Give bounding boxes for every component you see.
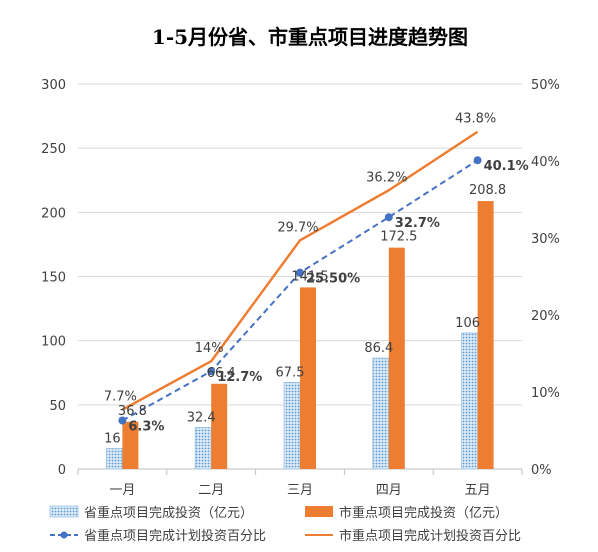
province-bar-label: 16 <box>104 431 121 446</box>
y-left-tick-label: 250 <box>41 142 66 157</box>
city-bar <box>477 201 494 470</box>
province-bar-label: 86.4 <box>364 341 393 356</box>
city-percent-label: 36.2% <box>366 170 407 185</box>
city-bar <box>211 383 228 469</box>
province-bar <box>461 332 479 470</box>
legend: 省重点项目完成投资（亿元） 市重点项目完成投资（亿元） 省重点项目完成计划投资百分比… <box>49 505 521 544</box>
city-percent-label: 14% <box>195 341 224 356</box>
province-bar <box>194 427 212 470</box>
legend-label: 省重点项目完成计划投资百分比 <box>84 528 266 544</box>
city-bar <box>122 421 139 469</box>
city-percent-line <box>121 130 479 411</box>
x-tick-label: 四月 <box>376 483 402 498</box>
y-left-tick-label: 300 <box>41 78 66 93</box>
province-percent-marker <box>296 268 304 277</box>
y-right-tick-label: 10% <box>531 386 560 401</box>
y-left-tick-label: 150 <box>41 271 66 286</box>
legend-label: 省重点项目完成投资（亿元） <box>84 505 253 521</box>
province-percent-label: 12.7% <box>217 370 262 385</box>
city-percent-label: 7.7% <box>104 390 137 405</box>
lines <box>118 130 482 425</box>
x-tick-label: 二月 <box>198 483 224 498</box>
legend-label: 市重点项目完成投资（亿元） <box>339 505 508 521</box>
city-bar-label: 66.4 <box>207 366 236 381</box>
legend-label: 市重点项目完成计划投资百分比 <box>339 528 521 544</box>
y-right-tick-label: 40% <box>531 155 560 170</box>
city-bar-label: 36.8 <box>118 404 147 419</box>
legend-swatch <box>305 506 333 517</box>
city-bar-label: 172.5 <box>380 230 417 245</box>
city-percent-label: 43.8% <box>455 112 496 127</box>
province-percent-label: 32.7% <box>395 216 440 231</box>
x-tick-label: 三月 <box>287 483 313 498</box>
x-tick-label: 一月 <box>109 483 135 498</box>
legend-marker <box>60 531 68 539</box>
y-right-tick-label: 30% <box>531 232 560 247</box>
axes: 0 50 100 150 200 250 300 0% 10% 20% 30% 40% 50% 一月 二月 三… <box>41 78 560 498</box>
legend-swatch <box>49 505 79 518</box>
chart-title: 1-5月份省、市重点项目进度趋势图 <box>152 25 468 49</box>
y-right-tick-label: 0% <box>531 463 552 478</box>
province-percent-label: 25.50% <box>306 272 360 287</box>
y-left-tick-label: 100 <box>41 335 66 350</box>
bars <box>106 201 494 470</box>
y-left-tick-label: 200 <box>41 206 66 221</box>
x-tick-label: 五月 <box>465 483 491 498</box>
province-bar <box>372 357 390 470</box>
city-bar <box>300 287 316 469</box>
city-bar <box>388 247 405 469</box>
province-percent-label: 6.3% <box>128 419 164 434</box>
province-percent-marker <box>207 367 216 376</box>
province-bar <box>283 381 301 470</box>
y-right-tick-label: 50% <box>531 78 560 93</box>
province-percent-marker <box>118 416 127 425</box>
y-left-tick-label: 50 <box>49 399 66 414</box>
province-bar <box>106 448 123 470</box>
province-percent-marker <box>473 156 482 165</box>
y-left-tick-label: 0 <box>58 463 66 478</box>
province-bar-label: 32.4 <box>187 410 216 425</box>
city-bar-label: 208.8 <box>469 183 506 198</box>
province-percent-label: 40.1% <box>484 159 529 174</box>
city-bar-label: 141.5 <box>291 269 328 284</box>
province-bar-label: 106 <box>455 316 480 331</box>
province-bar-label: 67.5 <box>276 365 305 380</box>
data-labels: 16 32.4 67.5 86.4 106 36.8 66.4 141.5 172.5 208.8… <box>104 112 529 447</box>
province-percent-marker <box>384 213 393 222</box>
y-right-tick-label: 20% <box>531 309 560 324</box>
city-percent-label: 29.7% <box>277 220 318 235</box>
